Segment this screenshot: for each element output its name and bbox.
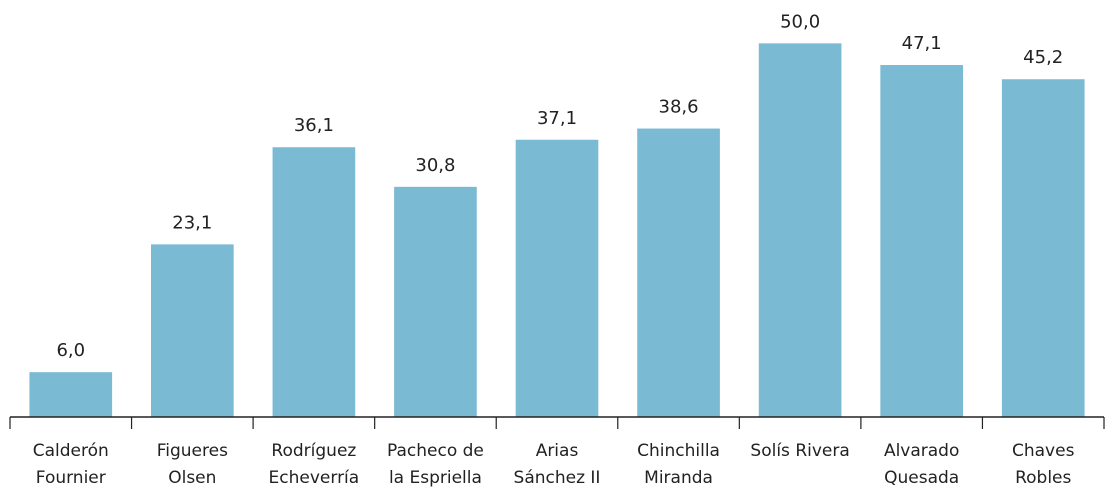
value-label: 38,6 <box>659 97 699 118</box>
value-label: 37,1 <box>537 108 577 129</box>
x-tick-label: Alvarado Quesada <box>883 441 960 488</box>
x-tick-label: Figueres Olsen <box>156 441 228 488</box>
bar <box>880 65 963 417</box>
x-tick-label: Pacheco de la Espriella <box>386 441 484 488</box>
bar <box>29 372 113 417</box>
bar <box>1001 79 1085 417</box>
x-tick-label: Solís Rivera <box>750 441 850 461</box>
value-label: 30,8 <box>415 155 455 176</box>
bar <box>394 186 477 417</box>
x-tick-label: Chaves Robles <box>1011 441 1075 488</box>
value-label: 23,1 <box>172 212 212 233</box>
value-label: 36,1 <box>294 115 334 136</box>
x-tick-label: Arias Sánchez II <box>513 441 601 488</box>
x-tick-label: Rodríguez Echeverría <box>268 441 360 488</box>
bar <box>515 139 599 417</box>
bar <box>272 147 356 417</box>
value-label: 50,0 <box>780 11 820 32</box>
x-tick-label: Calderón Fournier <box>32 441 109 488</box>
value-label: 45,2 <box>1023 47 1063 68</box>
value-label: 6,0 <box>56 340 85 361</box>
bar <box>151 244 234 417</box>
x-tick-label: Chinchilla Miranda <box>637 441 720 488</box>
value-label: 47,1 <box>902 33 942 54</box>
bar <box>637 128 720 417</box>
bar <box>758 43 842 417</box>
